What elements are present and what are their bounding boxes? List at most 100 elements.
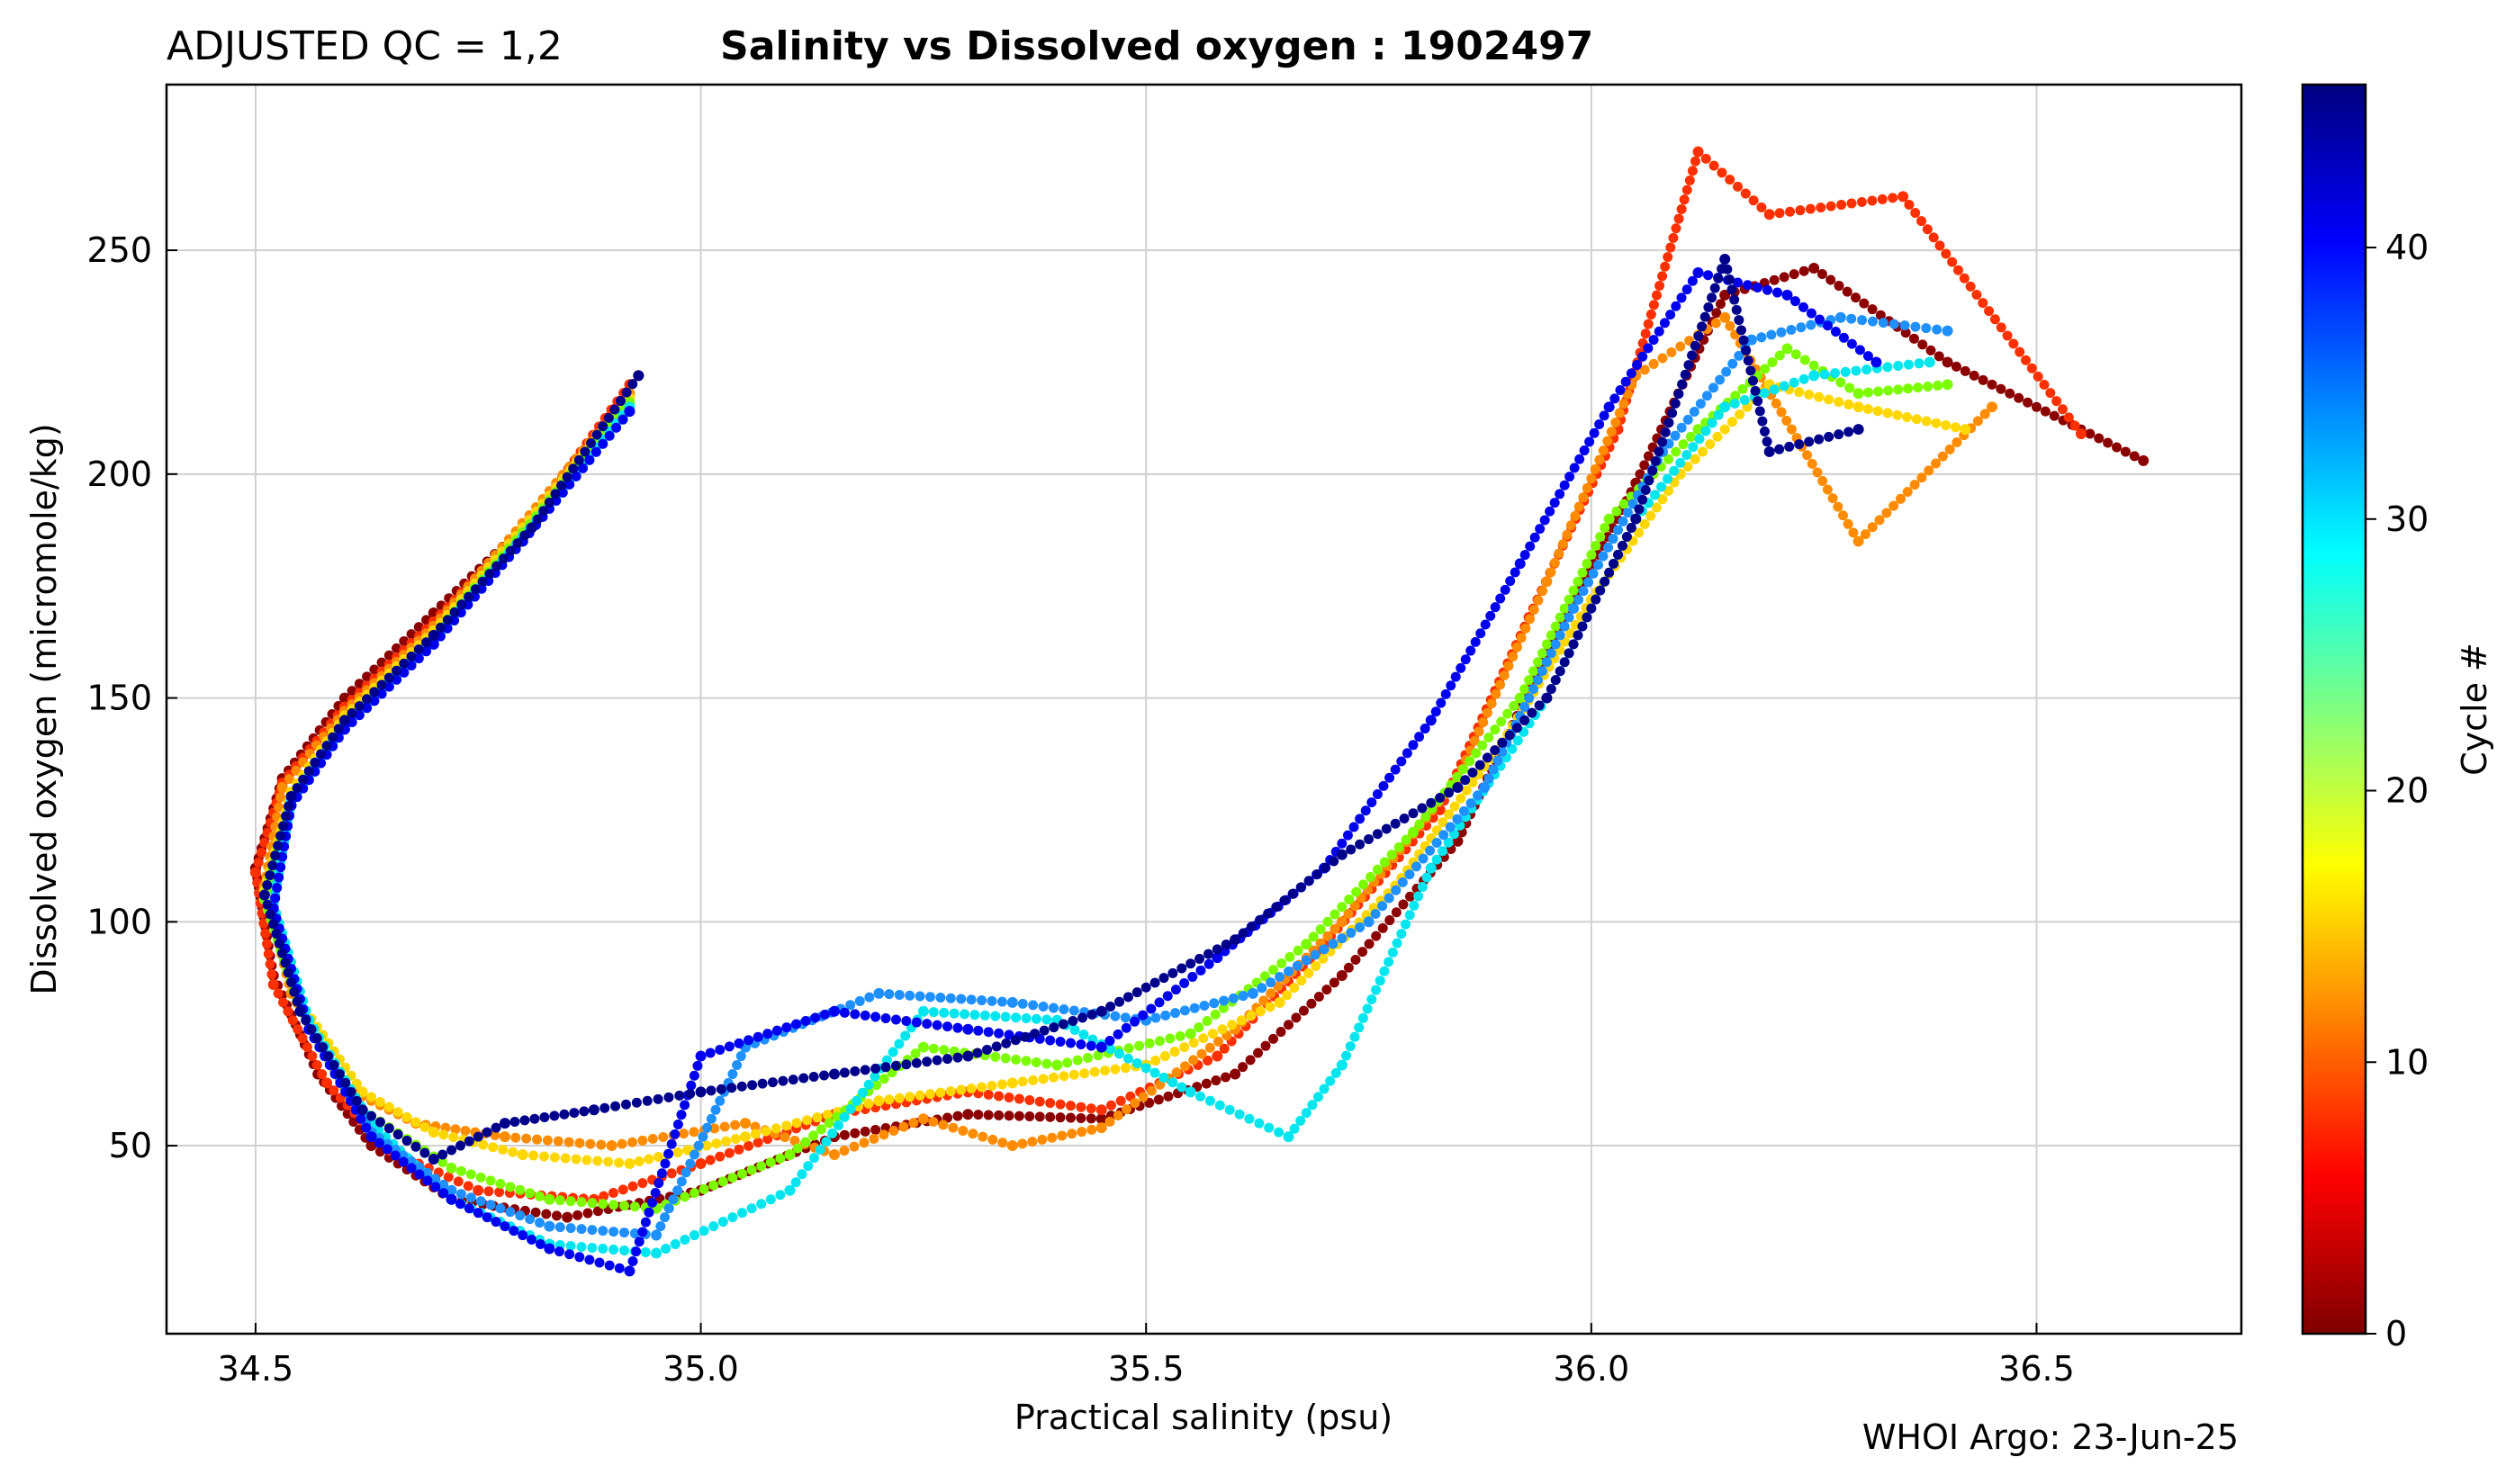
data-point [365, 1131, 377, 1143]
profile-dot [1371, 931, 1382, 941]
profile-dot [956, 1084, 967, 1095]
profile-dot [1496, 716, 1507, 727]
data-point [2138, 454, 2150, 466]
profile-dot [422, 1175, 433, 1186]
profile-dot [1387, 947, 1398, 958]
profile-dot [1010, 1035, 1021, 1046]
profile-dot [401, 1135, 412, 1146]
profile-dot [1397, 877, 1408, 887]
profile-dot [666, 1168, 677, 1179]
profile-dot [1564, 612, 1574, 623]
data-point [1719, 289, 1731, 301]
profile-dot [1573, 576, 1583, 587]
profile-dot [464, 1203, 474, 1214]
profile-dot [1525, 614, 1536, 625]
profile-dot [911, 1017, 922, 1028]
profile-dot [870, 1063, 881, 1074]
profile-dot [1086, 1113, 1096, 1124]
profile-dot [280, 958, 291, 968]
profile-dot [1738, 335, 1749, 346]
profile-dot [490, 1129, 500, 1140]
profile-dot [1814, 434, 1825, 445]
profile-dot [1346, 844, 1357, 855]
profile-dot [587, 1225, 598, 1236]
profile-dot [455, 1165, 466, 1176]
profile-dot [1535, 524, 1546, 535]
profile-dot [803, 1161, 814, 1172]
profile-dot [756, 1199, 767, 1210]
profile-dot [1364, 939, 1375, 949]
profile-dot [1649, 490, 1660, 500]
profile-dot [1295, 1115, 1306, 1126]
data-point [1781, 343, 1793, 355]
profile-dot [1684, 175, 1695, 186]
profile-dot [1721, 366, 1732, 377]
profile-dot [1643, 343, 1654, 354]
profile-dot [1365, 872, 1375, 883]
profile-dot [1162, 991, 1173, 1002]
profile-dot [1911, 414, 1922, 425]
profile-dot [1682, 462, 1693, 472]
profile-dot [1000, 1053, 1011, 1064]
profile-dot [2023, 397, 2033, 408]
profile-dot [1329, 977, 1339, 988]
profile-dot [618, 1245, 629, 1255]
profile-dot [1786, 424, 1797, 435]
profile-dot [1573, 501, 1584, 512]
data-point [321, 1077, 333, 1089]
profile-dot [488, 1142, 499, 1153]
profile-dot [1916, 216, 1927, 227]
profile-dot [273, 988, 284, 999]
profile-dot [284, 774, 294, 785]
profile-dot [1425, 845, 1436, 856]
profile-dot [915, 991, 925, 1002]
profile-dot [1700, 426, 1711, 436]
profile-dot [726, 1083, 737, 1093]
profile-dot [1408, 740, 1419, 751]
profile-dot [1657, 353, 1668, 364]
profile-dot [430, 1174, 441, 1184]
profile-dot [277, 948, 288, 958]
y-tick-label: 250 [86, 230, 152, 270]
profile-dot [1719, 424, 1730, 435]
profile-dot [1343, 962, 1354, 973]
profile-dot [1529, 532, 1540, 543]
profile-dot [1951, 422, 1961, 433]
profile-dot [1703, 301, 1714, 312]
profile-dot [2005, 388, 2015, 399]
profile-dot [1833, 501, 1843, 512]
profile-dot [505, 1207, 516, 1218]
profile-dot [905, 1092, 915, 1102]
profile-dot [1872, 406, 1883, 417]
profile-dot [1349, 901, 1360, 912]
profile-dot [762, 1029, 773, 1039]
profile-dot [1840, 366, 1851, 377]
profile-dot [647, 1197, 658, 1208]
profile-dot [1227, 1020, 1238, 1030]
profile-dot [2103, 437, 2114, 448]
profile-dot [658, 1131, 669, 1142]
profile-dot [1756, 332, 1767, 343]
profile-dot [1830, 327, 1841, 337]
x-tick-label: 35.5 [1108, 1349, 1185, 1389]
profile-dot [1011, 1054, 1022, 1065]
profile-dot [577, 463, 588, 473]
profile-dot [736, 1168, 747, 1179]
profile-dot [535, 1218, 545, 1228]
profile-dot [354, 679, 365, 689]
profile-dot [317, 1068, 328, 1079]
profile-dot [1978, 374, 1988, 385]
profile-dot [463, 1181, 473, 1192]
profile-dot [1283, 966, 1294, 976]
data-point [338, 715, 350, 726]
profile-dot [436, 622, 446, 633]
profile-dot [647, 1133, 658, 1144]
y-tick-label: 100 [86, 902, 152, 941]
profile-dot [1550, 675, 1561, 686]
profile-dot [1583, 577, 1594, 588]
profile-dot [1293, 945, 1303, 956]
data-point [1230, 1068, 1241, 1080]
profile-dot [1618, 499, 1629, 509]
colorbar-label: Cycle # [2455, 643, 2494, 776]
profile-dot [1357, 1012, 1368, 1023]
